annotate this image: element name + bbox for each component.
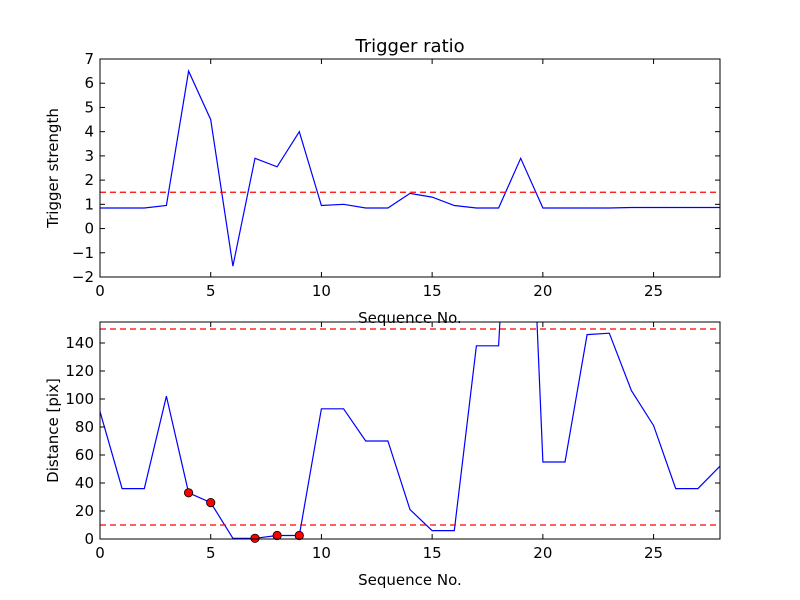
x-tick-label: 5 — [206, 544, 216, 562]
y-tick-label: 1 — [84, 195, 94, 213]
y-tick-label: 20 — [75, 502, 94, 520]
y-tick-label: 7 — [84, 50, 94, 68]
y-tick-label: 140 — [65, 334, 94, 352]
x-tick-label: 15 — [423, 282, 442, 300]
x-tick-label: 20 — [533, 282, 552, 300]
x-tick-label: 25 — [644, 282, 663, 300]
x-tick-label: 0 — [95, 282, 105, 300]
series-line-0 — [100, 322, 720, 539]
y-axis-label: Distance [pix] — [44, 378, 62, 483]
data-marker — [206, 497, 216, 508]
y-tick-label: 5 — [84, 98, 94, 116]
y-tick-label: 0 — [84, 220, 94, 238]
data-marker — [272, 530, 282, 541]
x-tick-label: 10 — [312, 544, 331, 562]
data-marker — [250, 533, 260, 543]
y-tick-label: 0 — [84, 530, 94, 548]
x-tick-label: 20 — [533, 544, 552, 562]
series-line-0 — [100, 69, 720, 267]
data-marker — [183, 488, 194, 498]
y-tick-label: −1 — [72, 244, 94, 262]
x-tick-label: 10 — [312, 282, 331, 300]
y-tick-label: 3 — [84, 147, 94, 165]
y-tick-label: 4 — [84, 123, 94, 141]
y-tick-label: 80 — [75, 418, 94, 436]
x-tick-label: 25 — [644, 544, 663, 562]
x-tick-label: 5 — [206, 282, 216, 300]
y-tick-label: −2 — [72, 268, 94, 286]
axes-frame — [99, 58, 721, 278]
chart-title: Trigger ratio — [354, 36, 464, 57]
trigger-ratio-subplot: 0 5 10 15 20 25 −2 −1 0 1 2 3 4 5 6 7 Sequence No. Trigge… — [44, 36, 721, 327]
y-tick-label: 2 — [84, 171, 94, 189]
plot-area — [100, 69, 720, 267]
data-marker — [294, 530, 304, 541]
axes-frame — [99, 321, 721, 540]
y-tick-label: 40 — [75, 474, 94, 492]
y-tick-label: 100 — [65, 390, 94, 408]
distance-subplot: 0 5 10 15 20 25 0 20 40 60 80 100 120 140 Sequence No.… — [44, 321, 721, 589]
plot-area — [100, 322, 720, 539]
x-tick-label: 15 — [423, 544, 442, 562]
x-axis-label: Sequence No. — [358, 309, 462, 327]
x-tick-label: 0 — [95, 544, 105, 562]
y-tick-label: 6 — [84, 74, 94, 92]
y-tick-label: 120 — [65, 362, 94, 380]
y-tick-label: 60 — [75, 446, 94, 464]
y-axis-label: Trigger strength — [44, 108, 62, 229]
x-axis-label: Sequence No. — [358, 571, 462, 589]
